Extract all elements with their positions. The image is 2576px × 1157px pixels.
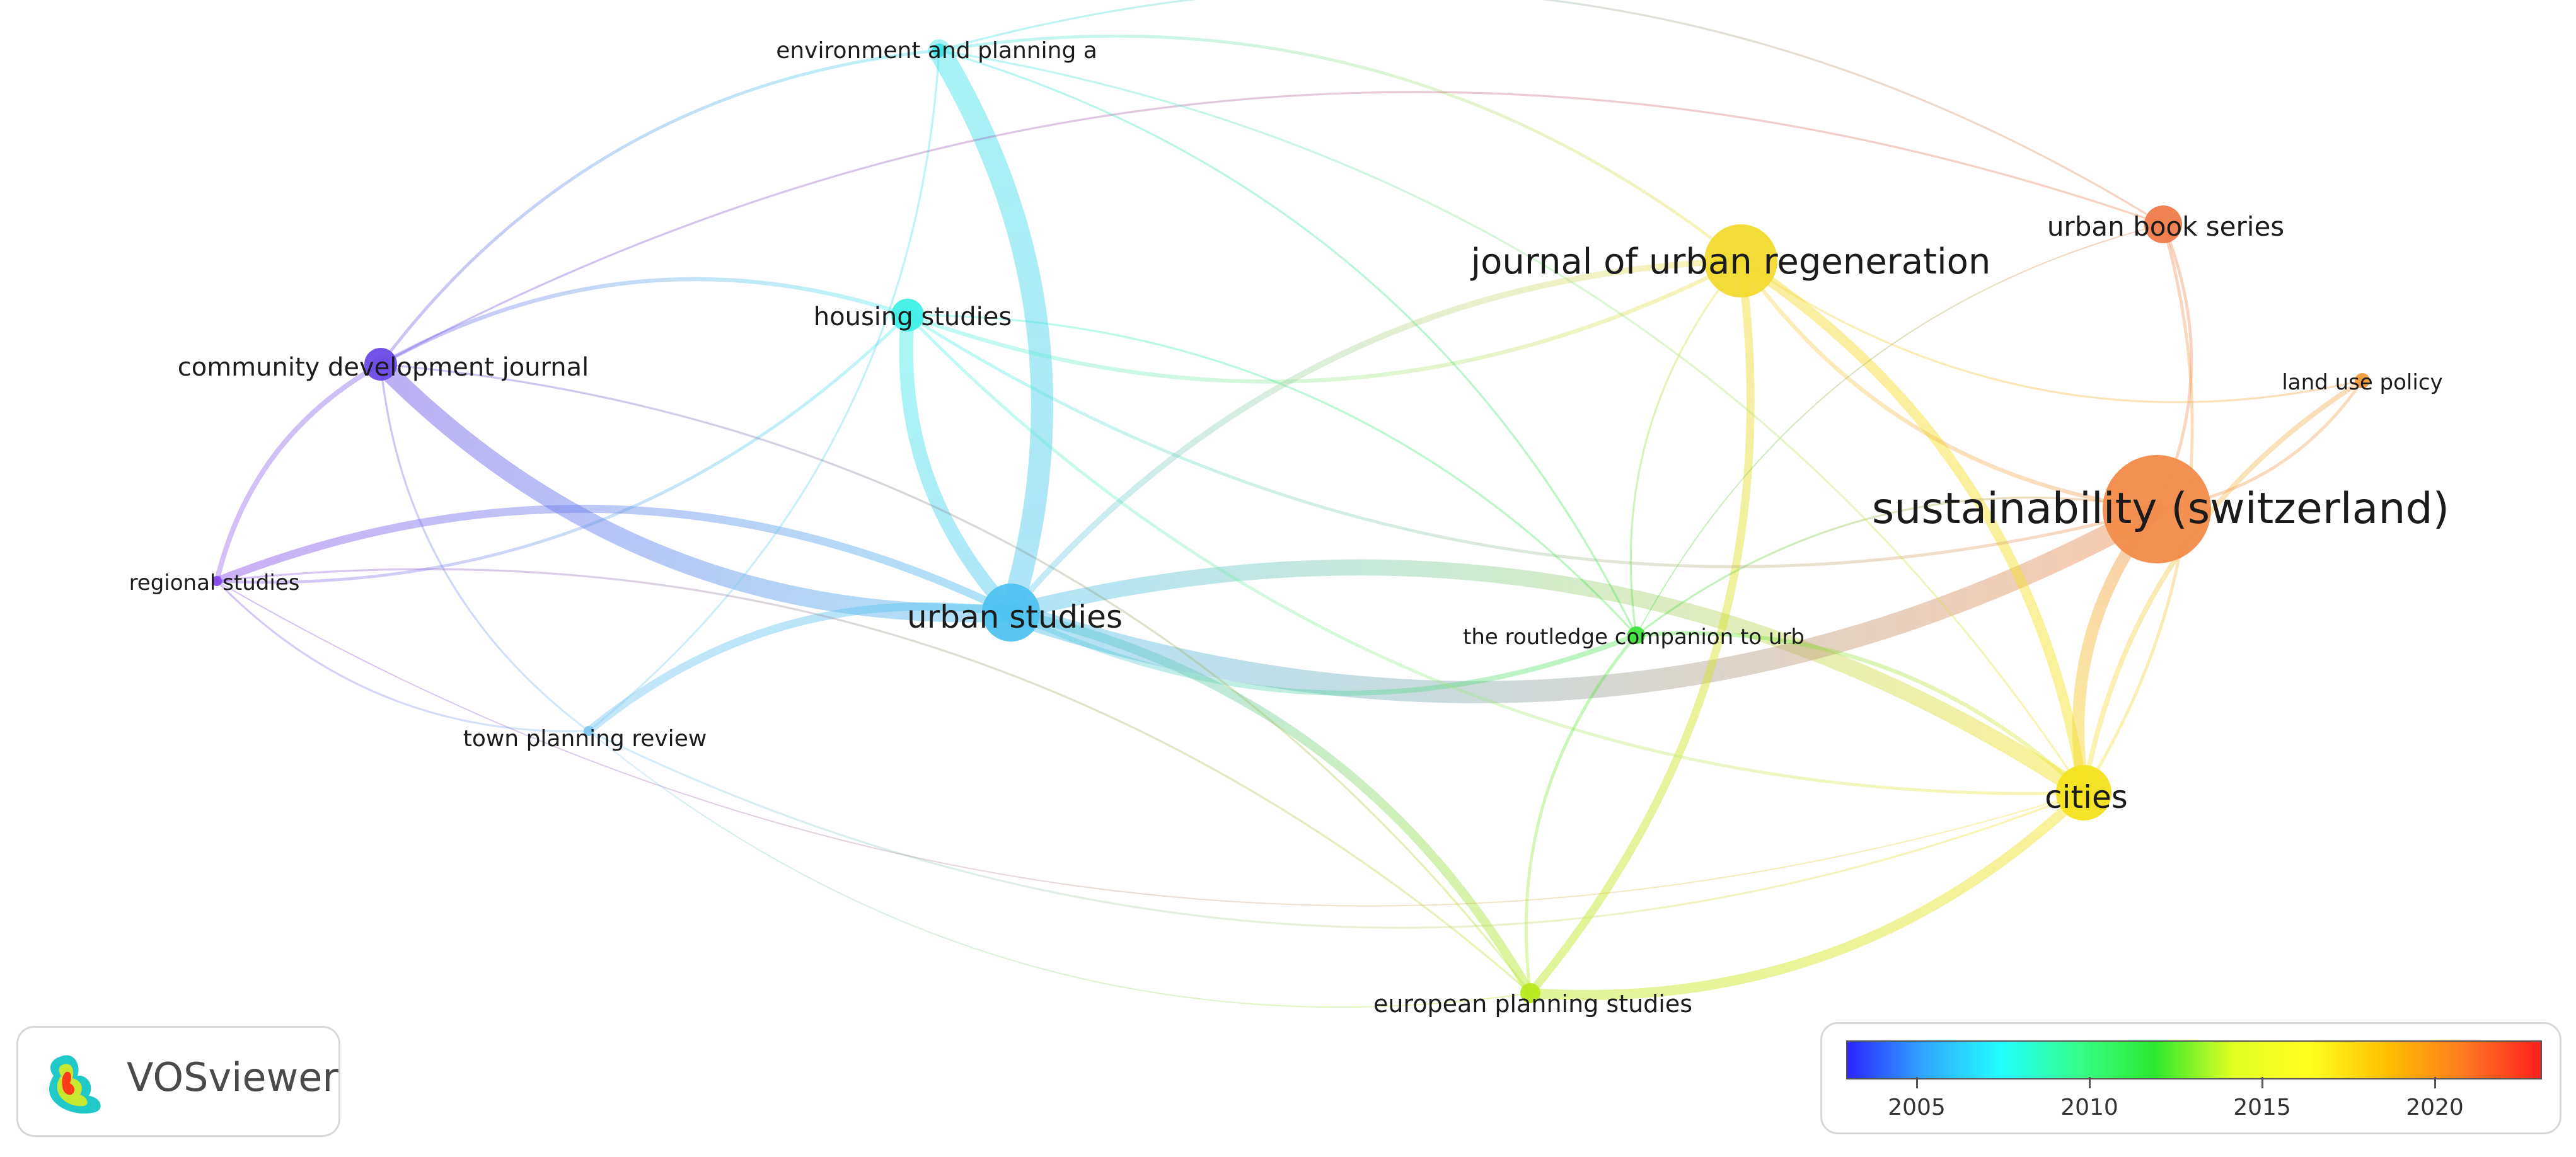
legend-tick [1916, 1077, 1918, 1088]
legend-label: 2010 [2060, 1095, 2118, 1120]
node-label-jur[interactable]: journal of urban regeneration [1470, 241, 1991, 282]
link-housing-urban_studies [899, 308, 1019, 620]
node-label-cdj[interactable]: community development journal [178, 353, 589, 382]
labels-layer: sustainability (switzerland) journal of u… [129, 38, 2450, 1018]
link-urban_studies-jur [1008, 258, 1744, 616]
nodes-layer [212, 43, 2370, 1003]
link-jur-lup [1740, 260, 2364, 403]
link-cdj-housing [378, 277, 910, 367]
link-urban_studies-sustainability [1000, 498, 2168, 703]
link-tpr-urban_studies [584, 602, 1015, 735]
node-eps[interactable] [1520, 983, 1540, 1003]
node-tpr[interactable] [584, 726, 594, 736]
node-sustainability[interactable] [2103, 455, 2211, 563]
vosviewer-logo-text: VOSviewer [127, 1054, 338, 1100]
link-routledge-cities [1634, 631, 2086, 795]
node-cdj[interactable] [364, 348, 397, 381]
link-env-routledge [938, 49, 1637, 636]
node-housing[interactable] [891, 299, 924, 331]
node-env[interactable] [932, 43, 946, 57]
node-jur[interactable] [1704, 224, 1777, 297]
node-label-housing[interactable]: housing studies [814, 302, 1012, 331]
node-label-urban_studies[interactable]: urban studies [907, 599, 1123, 635]
link-jur-cities [1736, 256, 2089, 798]
node-label-lup[interactable]: land use policy [2282, 370, 2442, 395]
node-label-ubs[interactable]: urban book series [2047, 211, 2284, 242]
link-housing-jur [905, 258, 1743, 384]
link-eps-cities [1525, 788, 2089, 1001]
color-scale-bar [1846, 1040, 2542, 1079]
link-lup-cities [2081, 378, 2365, 795]
link-cdj-ubs [379, 91, 2164, 366]
link-ubs-routledge [1636, 224, 2164, 636]
links-layer [212, 0, 2365, 1008]
link-tpr-cdj [379, 363, 590, 732]
link-tpr-cities [587, 730, 2085, 929]
link-housing-sustainability [906, 313, 2159, 568]
link-cdj-eps [379, 363, 1532, 994]
color-scale-legend: 2005 2010 2015 2020 [1820, 1022, 2562, 1134]
link-regional-urban_studies [212, 504, 1015, 617]
node-label-routledge[interactable]: the routledge companion to urb [1463, 625, 1805, 650]
node-regional[interactable] [212, 576, 222, 586]
link-routledge-sustainability [1635, 497, 2158, 636]
link-urban_studies-eps [1006, 607, 1535, 998]
link-regional-cities [216, 580, 2084, 907]
node-label-eps[interactable]: european planning studies [1373, 990, 1692, 1018]
node-label-sustainability[interactable]: sustainability (switzerland) [1872, 484, 2449, 534]
legend-tick [2434, 1077, 2436, 1088]
legend-label: 2005 [1888, 1095, 1946, 1120]
link-env-urban_studies [928, 39, 1053, 624]
node-label-env[interactable]: environment and planning a [776, 38, 1097, 64]
legend-tick [2089, 1077, 2091, 1088]
link-jur-routledge [1629, 260, 1742, 636]
link-tpr-eps [588, 730, 1531, 1008]
link-regional-tpr [216, 580, 590, 733]
vosviewer-logo-icon [49, 1055, 101, 1114]
link-jur-eps [1526, 256, 1755, 998]
link-env-cdj [379, 49, 941, 366]
node-routledge[interactable] [1627, 626, 1645, 644]
link-urban_studies-cities [1003, 559, 2092, 801]
node-cities[interactable] [2056, 765, 2111, 820]
link-urban_studies-routledge [1008, 610, 1639, 696]
link-jur-sustainability [1738, 258, 2159, 512]
legend-tick [2261, 1077, 2263, 1088]
link-housing-cities [906, 313, 2086, 795]
link-housing-routledge [906, 314, 1637, 636]
link-tpr-env [587, 49, 940, 732]
link-cdj-regional [214, 362, 383, 584]
node-label-tpr[interactable]: town planning review [463, 726, 707, 752]
node-label-cities[interactable]: cities [2045, 779, 2128, 815]
node-urban_studies[interactable] [982, 584, 1040, 642]
link-regional-housing [215, 313, 910, 584]
link-env-ubs [938, 0, 2164, 226]
link-routledge-eps [1524, 633, 1638, 995]
vosviewer-logo: VOSviewer [16, 1026, 340, 1137]
legend-label: 2020 [2406, 1095, 2464, 1120]
link-env-jur [937, 34, 1743, 263]
link-env-cities [938, 49, 2085, 794]
node-lup[interactable] [2355, 373, 2370, 388]
legend-label: 2015 [2233, 1095, 2291, 1120]
link-regional-eps [216, 568, 1532, 994]
node-label-regional[interactable]: regional studies [129, 570, 300, 596]
node-ubs[interactable] [2144, 205, 2182, 243]
